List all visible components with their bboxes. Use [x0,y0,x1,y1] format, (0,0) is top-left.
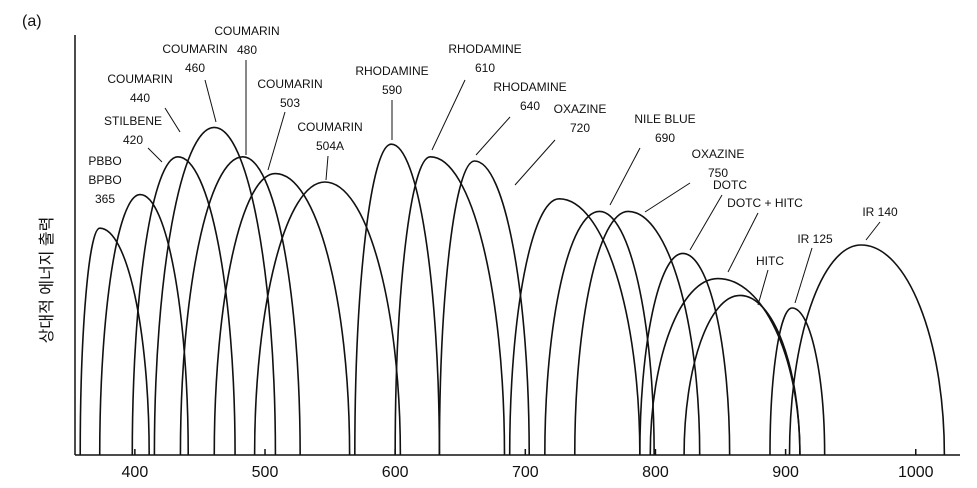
curve-label: IR 140 [862,205,898,219]
curve-label: RHODAMINE [448,42,521,56]
curve-label: 504A [316,139,344,153]
tuning-curve [639,252,731,456]
leader-line [475,116,511,156]
tuning-curve [98,193,190,456]
curve-label: DOTC + HITC [727,196,803,210]
curve-label: COUMARIN [257,77,322,91]
leader-line [204,79,217,123]
panel-label: (a) [22,13,42,30]
tuning-curve [683,294,801,456]
leader-line [644,182,691,213]
curve-label: RHODAMINE [493,80,566,94]
leader-line [431,79,466,151]
curve-label: 480 [237,43,257,57]
curve-label: COUMARIN [162,42,227,56]
curve-label: 750 [708,166,728,180]
x-tick-label: 700 [512,464,539,481]
curve-label: OXAZINE [692,147,745,161]
x-tick-label: 400 [122,464,149,481]
curve-label: NILE BLUE [634,112,695,126]
leader-line [865,221,881,241]
tuning-curve [508,197,641,456]
curve-label: OXAZINE [554,102,607,116]
tuning-curve [354,143,441,456]
curve-label: 720 [570,121,590,135]
x-tick-label: 1000 [898,464,934,481]
tuning-curve [438,160,531,456]
leader-line [267,111,286,171]
leader-line [689,194,723,251]
tuning-curve [213,172,351,456]
tuning-curve [649,277,801,456]
curve-label: 640 [520,99,540,113]
leader-line [514,139,556,186]
leader-line [757,269,769,306]
curve-label: 440 [130,91,150,105]
leader-line [147,147,163,163]
x-tick-label: 900 [772,464,799,481]
curve-label: COUMARIN [214,24,279,38]
x-tick-label: 500 [252,464,279,481]
x-tick-label: 800 [642,464,669,481]
tuning-curve [573,210,701,456]
curve-label: DOTC [713,178,747,192]
tuning-curve [394,155,506,456]
curve-label: 690 [655,131,675,145]
curve-label: RHODAMINE [355,64,428,78]
tuning-curve [788,244,946,456]
curve-label: BPBO [88,173,121,187]
curve-label: 503 [280,96,300,110]
curve-label: HITC [756,254,784,268]
leader-line [164,107,181,133]
curve-label: IR 125 [797,232,833,246]
curve-label: PBBO [88,154,121,168]
y-axis-label: 상대적 에너지 출력 [38,217,56,344]
leader-line [609,147,641,206]
tuning-curve [769,307,826,456]
curve-label: 610 [475,61,495,75]
x-tick-label: 600 [382,464,409,481]
curve-label: COUMARIN [297,120,362,134]
leader-line [325,155,329,181]
curve-label: 420 [123,133,143,147]
curve-label: STILBENE [104,114,162,128]
curve-label: 365 [95,192,115,206]
tuning-curve [179,155,301,456]
curve-label: 590 [382,83,402,97]
curve-label: 460 [185,61,205,75]
tuning-curve [79,227,150,456]
tuning-curve [131,155,236,456]
curve-label: COUMARIN [107,72,172,86]
leader-line [794,247,813,304]
leader-line [727,212,759,273]
tuning-curve [253,181,402,456]
